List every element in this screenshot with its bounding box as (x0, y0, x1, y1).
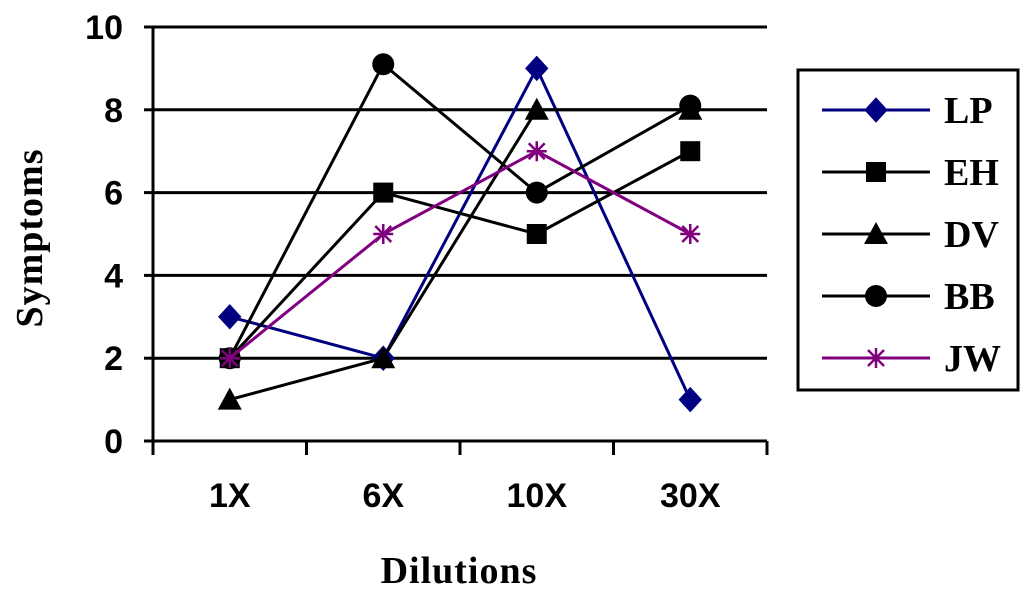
x-axis-title: Dilutions (381, 550, 538, 592)
point-bb-30x (679, 94, 702, 117)
point-bb-6x (372, 53, 395, 76)
point-eh-10x (526, 224, 547, 244)
legend-box (796, 68, 1020, 392)
legend-item-eh: EH (822, 152, 999, 194)
legend-marker-lp (864, 97, 888, 123)
legend-item-lp: LP (822, 90, 993, 132)
x-tick-label-6x: 6X (362, 477, 404, 515)
point-bb-10x (525, 181, 548, 204)
y-tick-label-10: 10 (85, 9, 123, 47)
legend-marker-eh (866, 162, 886, 182)
series-jw (219, 141, 701, 369)
y-tick-label-8: 8 (104, 92, 123, 130)
point-dv-10x (524, 97, 549, 120)
legend-label-jw: JW (944, 338, 1001, 380)
y-axis-title: Symptoms (9, 148, 51, 327)
point-dv-6x (371, 346, 396, 369)
legend-label-dv: DV (944, 214, 999, 256)
legend-label-lp: LP (944, 90, 993, 132)
legend-marker-dv (864, 222, 888, 244)
legend-label-bb: BB (944, 276, 995, 318)
legend-item-bb: BB (822, 276, 995, 318)
series-line-bb (228, 61, 691, 359)
x-tick-labels: 1X 6X 10X 30X (209, 477, 721, 515)
x-tick-label-30x: 30X (660, 477, 721, 515)
legend-item-dv: DV (822, 214, 999, 256)
point-jw-10x (526, 141, 547, 162)
legend-item-jw: JW (822, 338, 1001, 380)
point-jw-1x (219, 348, 240, 369)
legend-marker-bb (865, 285, 887, 307)
point-lp-10x (525, 55, 549, 82)
legend: LP EH DV BB JW (796, 68, 1020, 392)
legend-label-eh: EH (944, 152, 999, 194)
point-lp-1x (218, 304, 242, 330)
point-jw-30x (680, 224, 701, 244)
x-tick-label-1x: 1X (209, 477, 251, 515)
y-tick-label-6: 6 (104, 175, 123, 213)
point-dv-1x (217, 387, 242, 410)
series-dv (217, 97, 703, 410)
y-tick-label-2: 2 (104, 340, 123, 378)
y-tick-label-0: 0 (104, 423, 123, 461)
gridlines (144, 25, 767, 443)
y-tick-label-4: 4 (104, 257, 123, 295)
axes (151, 27, 769, 455)
series-line-jw (228, 149, 691, 360)
point-eh-6x (373, 182, 394, 203)
y-tick-labels: 0 2 4 6 8 10 (85, 9, 123, 461)
x-tick-label-10x: 10X (507, 477, 568, 515)
series-group (217, 53, 703, 413)
point-lp-30x (678, 386, 702, 413)
point-eh-30x (680, 141, 701, 162)
legend-marker-jw (866, 348, 886, 368)
series-line-eh (228, 149, 691, 360)
series-line-dv (229, 108, 691, 402)
point-jw-6x (373, 224, 394, 244)
